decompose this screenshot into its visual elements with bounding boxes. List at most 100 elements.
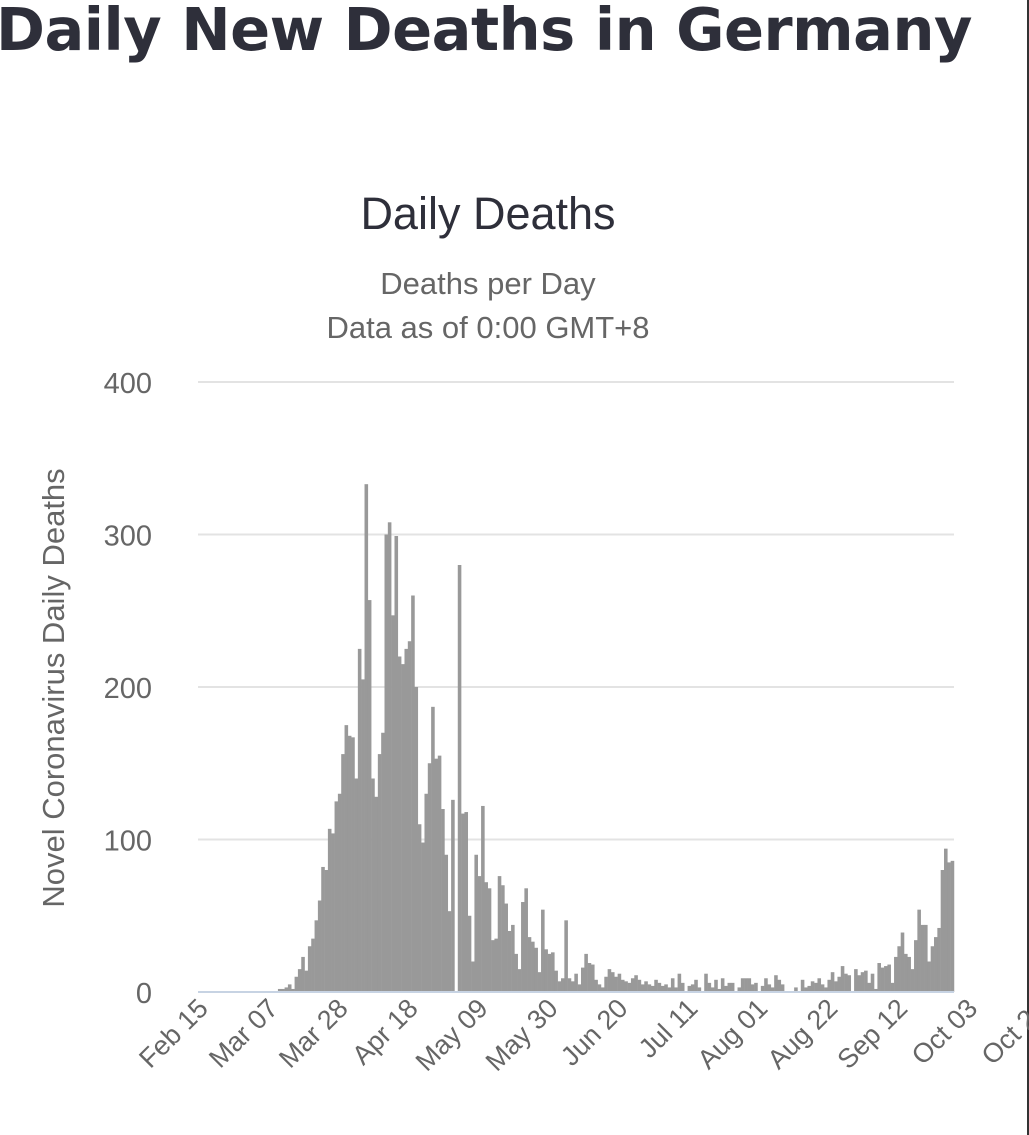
y-tick-label: 400 [104, 368, 152, 400]
bar [527, 937, 532, 992]
bar [551, 952, 555, 992]
bar [604, 976, 608, 992]
bar [710, 987, 715, 992]
bar [637, 979, 642, 992]
bar [481, 805, 485, 992]
bar [464, 812, 469, 992]
bar [561, 978, 565, 992]
bar [694, 979, 698, 992]
bar [517, 969, 522, 993]
bar [914, 940, 918, 992]
bar [614, 976, 618, 992]
bar [627, 982, 632, 992]
bar [474, 854, 478, 992]
x-tick-label: Mar 07 [203, 993, 284, 1074]
bar [944, 848, 948, 992]
bar [817, 978, 822, 992]
bar [531, 941, 535, 992]
y-tick-label: 200 [104, 673, 152, 705]
bar [564, 920, 568, 992]
bar [937, 927, 941, 992]
window-edge [1027, 0, 1029, 1135]
bar [950, 860, 955, 992]
bar [337, 793, 342, 992]
bar [767, 984, 772, 993]
bar [544, 949, 548, 992]
bar [554, 970, 558, 992]
bar [391, 615, 395, 992]
x-tick-label: Aug 01 [692, 993, 774, 1075]
bar [670, 978, 675, 992]
bar [870, 973, 875, 992]
bar [364, 484, 369, 992]
bar [304, 970, 309, 992]
bar [667, 987, 672, 992]
bar [590, 964, 595, 992]
bar [431, 706, 435, 992]
bar [507, 931, 512, 992]
bar [887, 964, 891, 992]
bar [917, 909, 921, 992]
bar [461, 813, 465, 992]
bar [497, 876, 502, 992]
bar [934, 937, 938, 992]
bar [727, 982, 732, 992]
bar [374, 796, 379, 992]
bar [487, 888, 492, 992]
chart-subtitle-1: Deaths per Day [380, 266, 596, 301]
bar [680, 982, 685, 992]
bar [704, 973, 708, 992]
bar [557, 981, 562, 992]
bar [874, 988, 878, 992]
bar [924, 924, 928, 992]
bar [417, 824, 422, 992]
bar [740, 978, 745, 992]
bars [277, 484, 955, 993]
bar [387, 522, 392, 992]
bar [607, 969, 612, 993]
bar [494, 938, 498, 993]
bar [730, 982, 735, 992]
bar [537, 972, 542, 992]
bar [810, 981, 815, 992]
bar [837, 976, 842, 992]
bar [890, 982, 895, 992]
bar [664, 984, 668, 993]
bar [857, 975, 861, 992]
bar [884, 966, 888, 992]
bar [541, 909, 545, 992]
gridlines [198, 381, 954, 841]
bar [620, 979, 625, 992]
bar [377, 754, 382, 992]
bar [504, 903, 508, 992]
bar [707, 982, 712, 992]
bar [567, 978, 572, 992]
bar [401, 664, 405, 993]
bar [434, 758, 439, 992]
bar [927, 961, 931, 992]
bar [441, 809, 445, 992]
page-title: Daily New Deaths in Germany [0, 0, 972, 64]
bar [324, 870, 329, 992]
y-tick-labels: 0 100 200 300 400 [104, 368, 152, 1010]
x-tick-label: Jun 20 [555, 993, 634, 1072]
bar [407, 641, 412, 992]
bar [690, 984, 695, 993]
bar [341, 754, 345, 992]
bar [900, 932, 905, 992]
bar [880, 967, 885, 992]
bar [501, 885, 505, 992]
bar [457, 565, 462, 992]
bar [447, 911, 452, 992]
bar [287, 984, 292, 993]
y-axis-label: Novel Coronavirus Daily Deaths [36, 468, 71, 907]
bar [864, 970, 868, 992]
bar [907, 956, 911, 992]
bar [830, 972, 835, 992]
bar [794, 987, 798, 992]
bar [754, 982, 758, 992]
y-tick-label: 300 [104, 521, 152, 553]
bar [774, 975, 778, 992]
bar [477, 876, 482, 992]
y-tick-label: 100 [104, 826, 152, 858]
